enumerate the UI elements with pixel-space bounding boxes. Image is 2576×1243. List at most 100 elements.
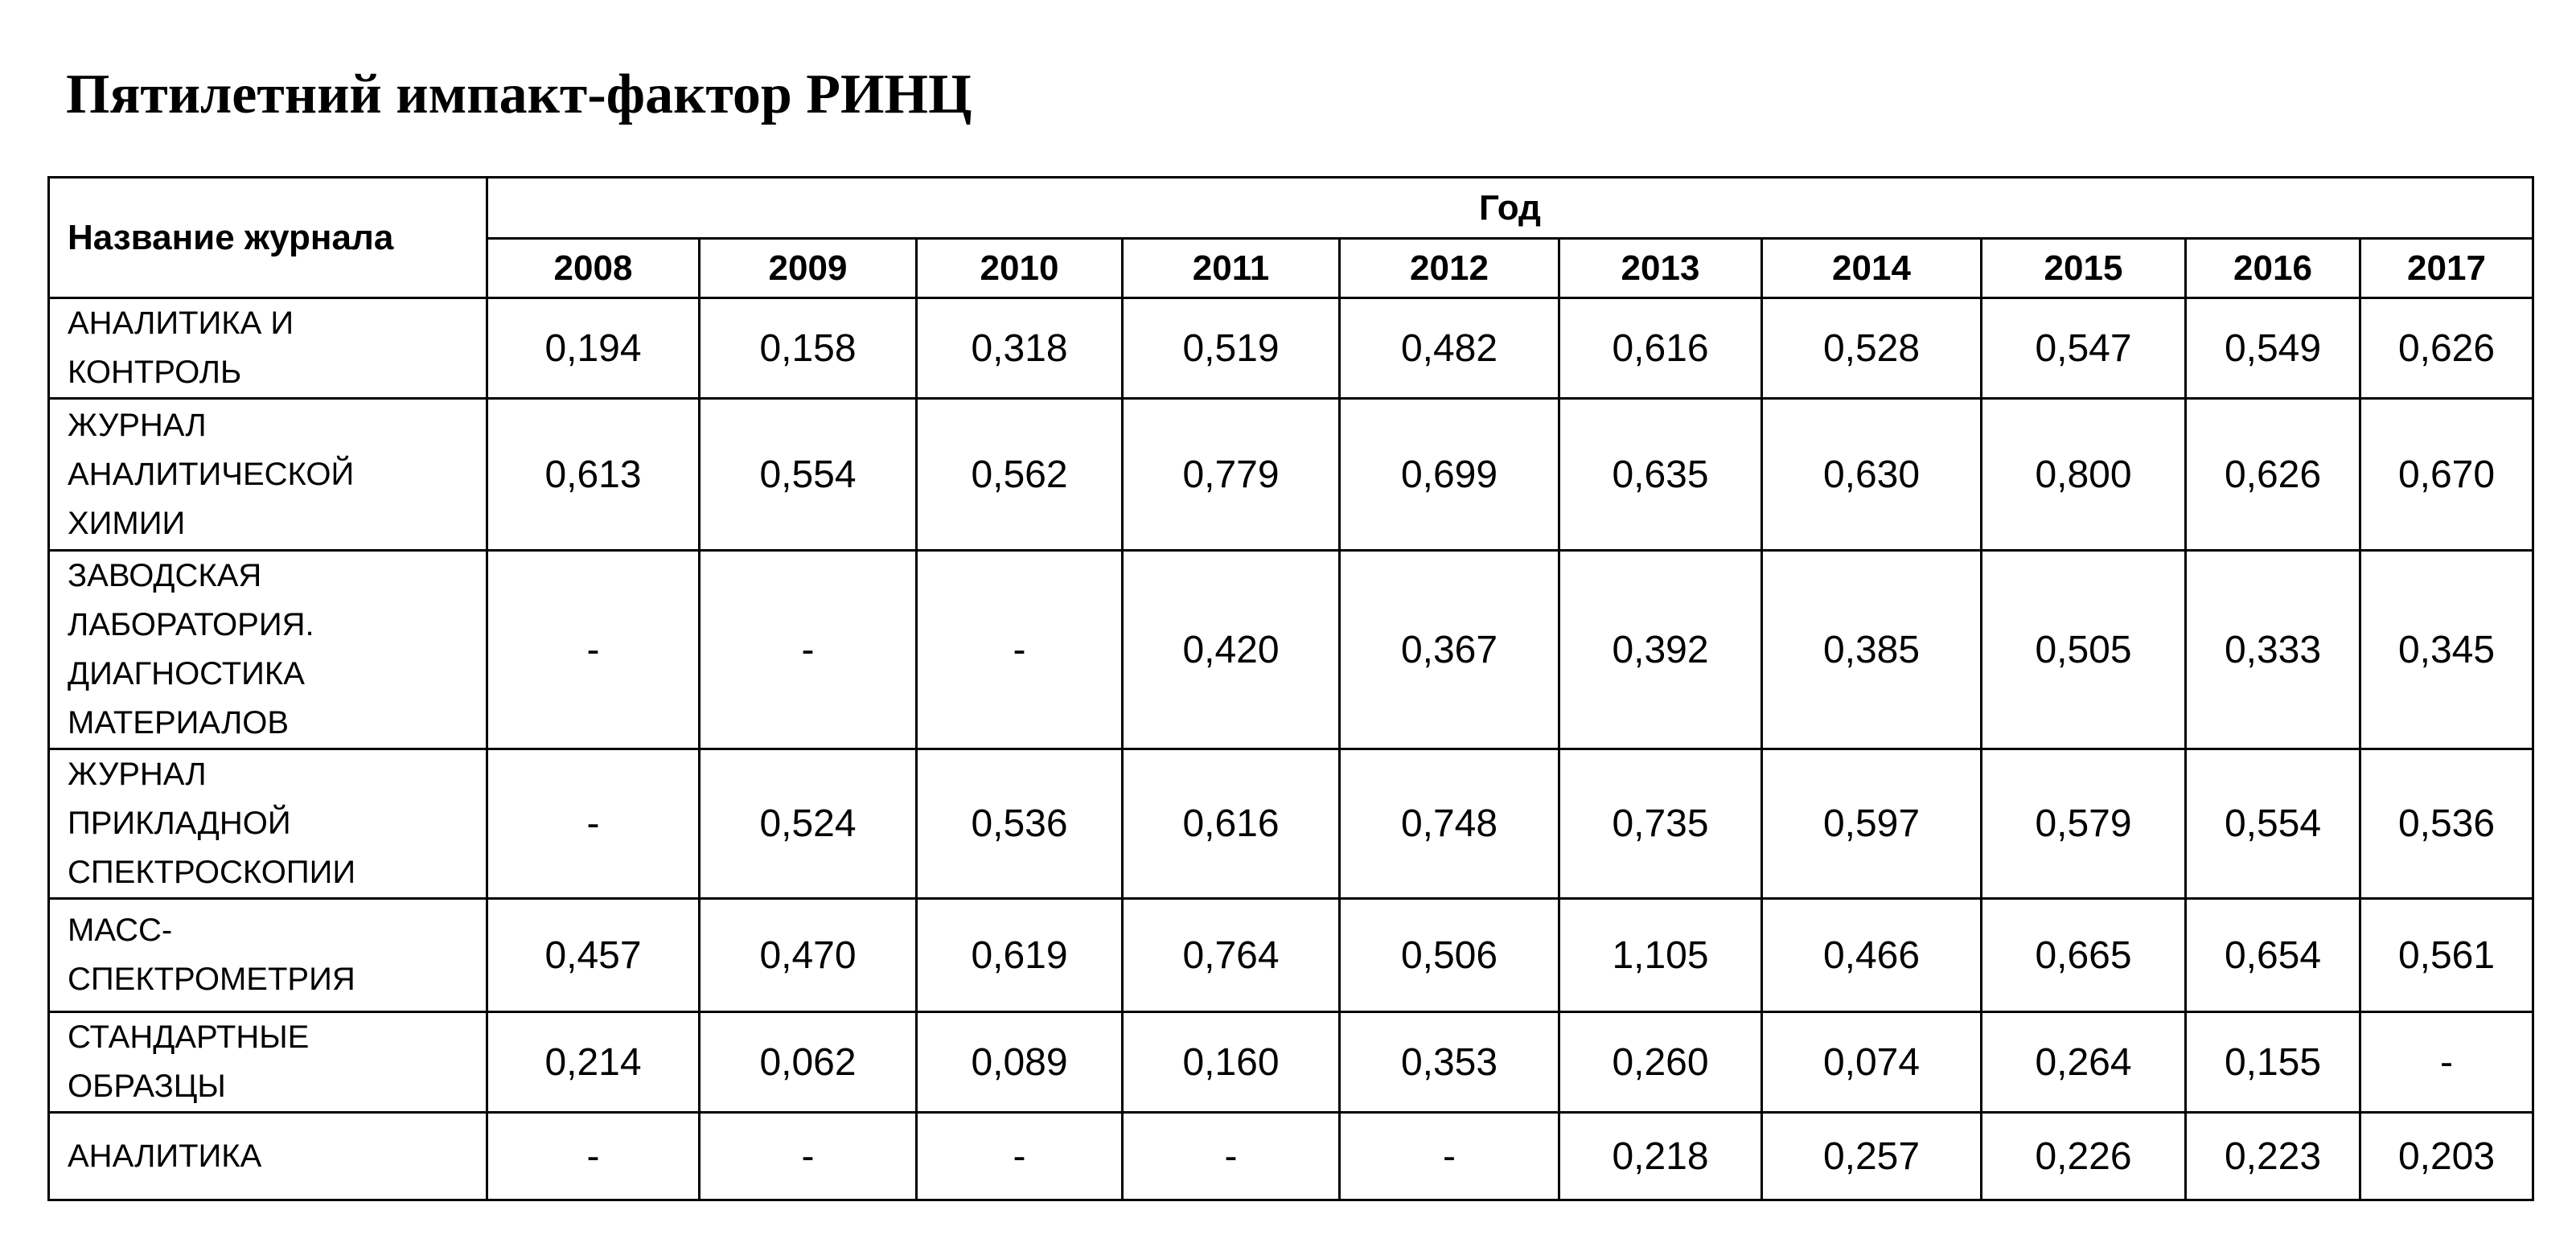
value-cell: 0,214 [486, 1011, 700, 1114]
journal-name: АНАЛИТИКА [47, 1111, 488, 1201]
value-cell: 0,554 [2184, 748, 2361, 900]
value-cell: 0,549 [2184, 297, 2361, 400]
value-cell: 0,547 [1980, 297, 2187, 400]
value-cell: 0,264 [1980, 1011, 2187, 1114]
name-header: Название журнала [47, 176, 488, 299]
name-line: СПЕКТРОСКОПИИ [68, 855, 356, 890]
year-cell: 2011 [1121, 237, 1341, 299]
year-cell: 2016 [2184, 237, 2361, 299]
journal-name: МАСС- СПЕКТРОМЕТРИЯ [47, 897, 488, 1013]
value-cell: 0,619 [915, 897, 1124, 1013]
year-cell: 2008 [486, 237, 700, 299]
value-cell: 0,561 [2359, 897, 2534, 1013]
year-cell: 2012 [1338, 237, 1560, 299]
journal-row: ЗАВОДСКАЯ ЛАБОРАТОРИЯ. ДИАГНОСТИКА МАТЕРИАЛ… [47, 549, 2534, 750]
year-cell: 2009 [698, 237, 918, 299]
name-line: ЖУРНАЛ [68, 407, 207, 443]
value-cell: 0,519 [1121, 297, 1341, 400]
title: Пятилетний импакт-фактор РИНЦ [66, 64, 972, 125]
value-cell: 0,260 [1558, 1011, 1763, 1114]
journal-row: ЖУРНАЛ АНАЛИТИЧЕСКОЙ ХИМИИ 0,613 0,554 0,562 0… [47, 397, 2534, 552]
value-cell: 0,218 [1558, 1111, 1763, 1201]
name-line: ЖУРНАЛ [68, 757, 207, 792]
value-cell: 0,466 [1760, 897, 1982, 1013]
value-cell: 0,800 [1980, 397, 2187, 552]
impact-table: Название журнала Год 2008 2009 2010 2011 2012 2… [47, 176, 2534, 1201]
value-cell: 0,345 [2359, 549, 2534, 750]
year-cell: 2010 [915, 237, 1124, 299]
journal-row: МАСС- СПЕКТРОМЕТРИЯ 0,457 0,470 0,619 0,764 0,… [47, 897, 2534, 1013]
value-cell: 0,524 [698, 748, 918, 900]
value-cell: 0,155 [2184, 1011, 2361, 1114]
value-cell: 0,257 [1760, 1111, 1982, 1201]
name-line: ПРИКЛАДНОЙ [68, 806, 291, 841]
value-cell: 0,579 [1980, 748, 2187, 900]
name-line: ЛАБОРАТОРИЯ. [68, 607, 314, 642]
value-cell: 0,158 [698, 297, 918, 400]
year-row: 2008 2009 2010 2011 2012 2013 2014 2015 2016 2017 [49, 237, 2534, 299]
value-cell: 0,223 [2184, 1111, 2361, 1201]
value-cell: 0,367 [1338, 549, 1560, 750]
journal-name: ЖУРНАЛ ПРИКЛАДНОЙ СПЕКТРОСКОПИИ [47, 748, 488, 900]
value-cell: - [1121, 1111, 1341, 1201]
journal-name: АНАЛИТИКА И КОНТРОЛЬ [47, 297, 488, 400]
journal-row: ЖУРНАЛ ПРИКЛАДНОЙ СПЕКТРОСКОПИИ -0,524 0,536… [47, 748, 2534, 900]
value-cell: 0,626 [2359, 297, 2534, 400]
value-cell: - [2359, 1011, 2534, 1114]
value-cell: 0,613 [486, 397, 700, 552]
value-cell: 0,318 [915, 297, 1124, 400]
value-cell: 0,160 [1121, 1011, 1341, 1114]
value-cell: 0,779 [1121, 397, 1341, 552]
value-cell: - [1338, 1111, 1560, 1201]
value-cell: 0,616 [1558, 297, 1763, 400]
journal-row: АНАЛИТИКА И КОНТРОЛЬ 0,194 0,158 0,318 0,519 0… [47, 297, 2534, 400]
journal-name: ЗАВОДСКАЯ ЛАБОРАТОРИЯ. ДИАГНОСТИКА МАТЕРИАЛ… [47, 549, 488, 750]
value-cell: 0,665 [1980, 897, 2187, 1013]
name-line: АНАЛИТИЧЕСКОЙ [68, 456, 355, 492]
value-cell: 0,670 [2359, 397, 2534, 552]
value-cell: - [486, 549, 700, 750]
value-cell: 0,420 [1121, 549, 1341, 750]
year-cell: 2014 [1760, 237, 1982, 299]
value-cell: 0,735 [1558, 748, 1763, 900]
name-line: СПЕКТРОМЕТРИЯ [68, 962, 355, 997]
name-line: СТАНДАРТНЫЕ [68, 1019, 310, 1055]
value-cell: 0,203 [2359, 1111, 2534, 1201]
name-line: АНАЛИТИКА [68, 1138, 262, 1174]
value-cell: 0,536 [915, 748, 1124, 900]
value-cell: 0,748 [1338, 748, 1560, 900]
year-cell: 2013 [1558, 237, 1763, 299]
value-cell: 0,470 [698, 897, 918, 1013]
value-cell: 0,074 [1760, 1011, 1982, 1114]
value-cell: 0,528 [1760, 297, 1982, 400]
value-cell: 0,062 [698, 1011, 918, 1114]
value-cell: 0,554 [698, 397, 918, 552]
value-cell: - [698, 549, 918, 750]
value-cell: 0,506 [1338, 897, 1560, 1013]
year-header: Год [486, 176, 2534, 240]
value-cell: 0,597 [1760, 748, 1982, 900]
value-cell: 0,635 [1558, 397, 1763, 552]
name-line: ЗАВОДСКАЯ [68, 558, 262, 593]
value-cell: 0,482 [1338, 297, 1560, 400]
value-cell: 0,385 [1760, 549, 1982, 750]
name-line: ХИМИИ [68, 505, 186, 541]
value-cell: 0,654 [2184, 897, 2361, 1013]
value-cell: 0,536 [2359, 748, 2534, 900]
journal-row: АНАЛИТИКА - - - - -0,218 0,257 0,226 0,223 0,203 [47, 1111, 2534, 1201]
value-cell: 0,562 [915, 397, 1124, 552]
value-cell: 0,226 [1980, 1111, 2187, 1201]
value-cell: 0,764 [1121, 897, 1341, 1013]
value-cell: 0,392 [1558, 549, 1763, 750]
journal-row: СТАНДАРТНЫЕ ОБРАЗЦЫ 0,214 0,062 0,089 0,160 0,… [47, 1011, 2534, 1114]
value-cell: 0,194 [486, 297, 700, 400]
journal-name: ЖУРНАЛ АНАЛИТИЧЕСКОЙ ХИМИИ [47, 397, 488, 552]
value-cell: 0,089 [915, 1011, 1124, 1114]
value-cell: 1,105 [1558, 897, 1763, 1013]
value-cell: 0,699 [1338, 397, 1560, 552]
name-line: АНАЛИТИКА И [68, 306, 294, 341]
value-cell: - [698, 1111, 918, 1201]
year-cell: 2017 [2359, 237, 2534, 299]
value-cell: 0,505 [1980, 549, 2187, 750]
name-line: МАТЕРИАЛОВ [68, 705, 290, 740]
